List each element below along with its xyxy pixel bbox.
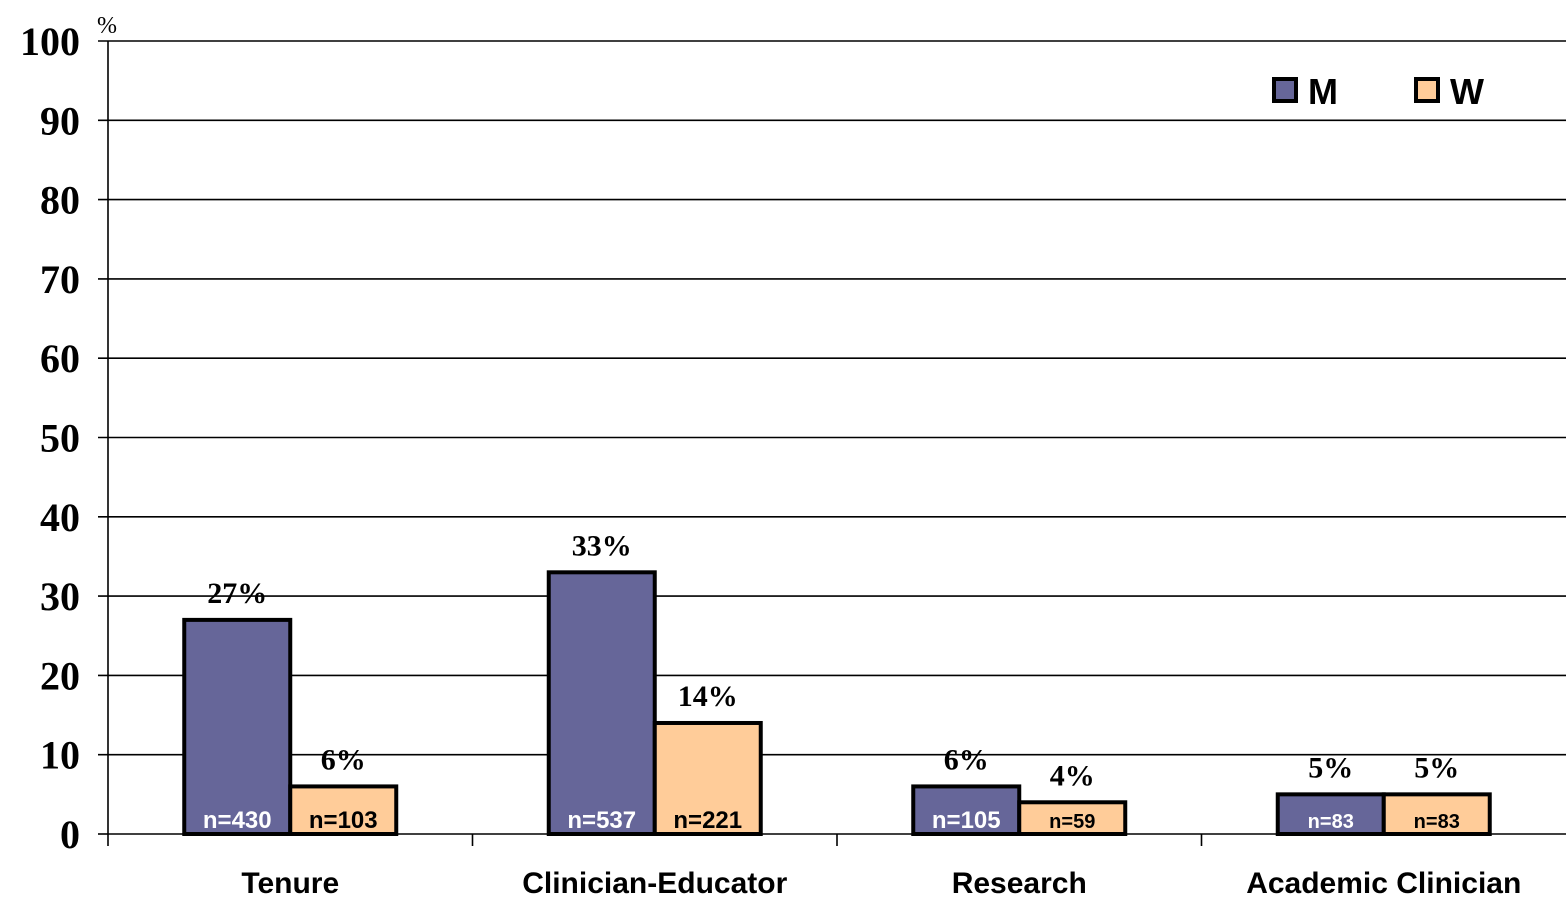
- bar-value-label: 33%: [572, 529, 632, 562]
- x-axis-labels: Tenure Clinician-Educator Research Academic…: [241, 867, 1521, 899]
- bar-n-label: n=105: [932, 807, 1001, 834]
- x-category-label: Tenure: [241, 867, 339, 899]
- bars: 27% n=430 6% n=103 33% n=537 14% n=221 6% n=105 4%…: [182, 529, 1492, 837]
- y-tick-label: 90: [40, 98, 80, 143]
- bar-value-label: 6%: [321, 743, 366, 776]
- axes: [107, 41, 1566, 846]
- y-axis-unit-label: %: [97, 13, 117, 39]
- bar-w: [288, 784, 399, 836]
- bar-n-label: n=83: [1308, 811, 1354, 833]
- x-category-label: Research: [952, 867, 1087, 899]
- bar-value-label: 6%: [944, 743, 989, 776]
- bar-w: [652, 720, 763, 836]
- legend-label-w: W: [1450, 71, 1484, 112]
- y-tick-label: 20: [40, 653, 80, 698]
- bar-w: [1017, 800, 1128, 837]
- bar-n-label: n=221: [673, 807, 742, 834]
- y-tick-label: 0: [60, 812, 80, 857]
- bar-value-label: 5%: [1308, 751, 1353, 784]
- bar-value-label: 4%: [1050, 759, 1095, 792]
- legend-swatch-m: [1272, 77, 1298, 103]
- y-axis-ticks: 0 10 20 30 40 50 60 70 80 90 100: [20, 19, 80, 857]
- y-tick-label: 10: [40, 733, 80, 778]
- bar-m: [546, 570, 657, 836]
- gridlines: [98, 40, 1566, 835]
- legend-label-m: M: [1308, 71, 1338, 112]
- bar-n-label: n=59: [1049, 811, 1095, 833]
- y-tick-label: 40: [40, 495, 80, 540]
- bar-m: [182, 617, 293, 837]
- y-tick-label: 30: [40, 574, 80, 619]
- bar-n-label: n=430: [203, 807, 272, 834]
- x-category-label: Academic Clinician: [1246, 867, 1521, 899]
- bar-n-label: n=103: [309, 807, 378, 834]
- bar-value-label: 5%: [1414, 751, 1459, 784]
- y-tick-label: 50: [40, 416, 80, 461]
- legend-swatch-w: [1414, 77, 1440, 103]
- bar-value-label: 27%: [207, 577, 267, 610]
- y-tick-label: 80: [40, 178, 80, 223]
- bar-n-label: n=537: [567, 807, 636, 834]
- bar-n-label: n=83: [1414, 811, 1460, 833]
- x-category-label: Clinician-Educator: [522, 867, 787, 899]
- y-tick-label: 100: [20, 19, 80, 64]
- y-tick-label: 60: [40, 336, 80, 381]
- y-tick-label: 70: [40, 257, 80, 302]
- bar-value-label: 14%: [678, 680, 738, 713]
